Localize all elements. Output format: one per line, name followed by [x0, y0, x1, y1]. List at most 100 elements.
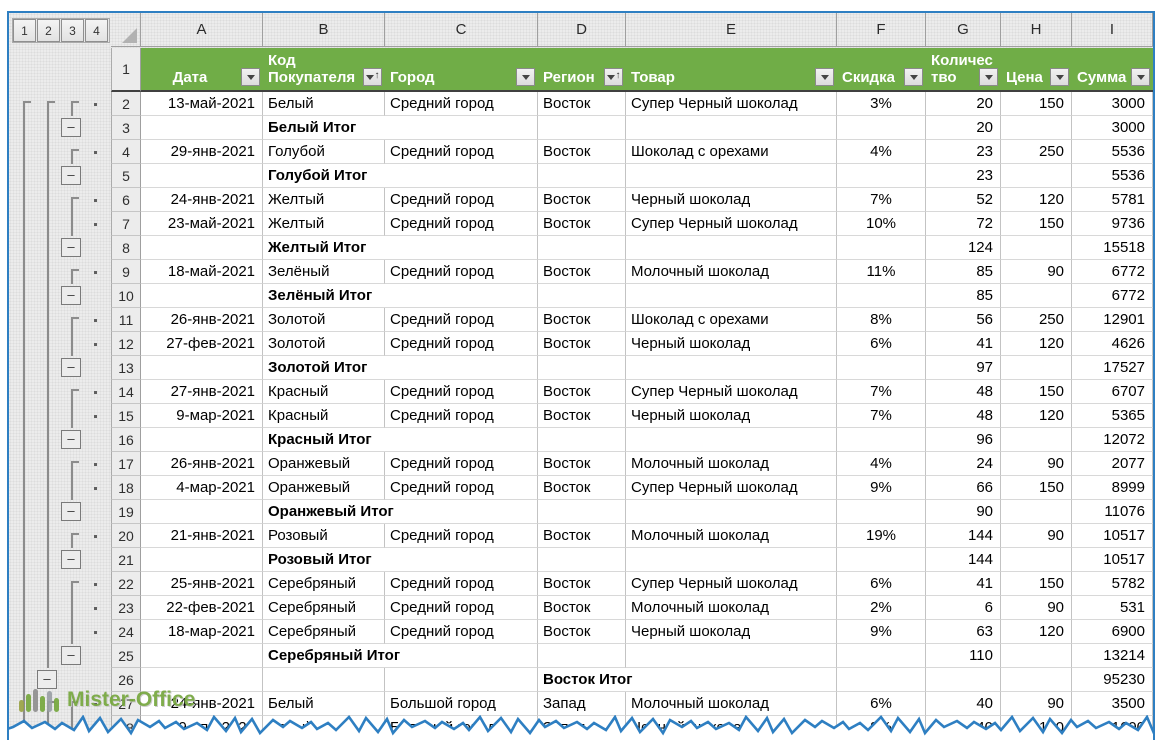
- cell-E3[interactable]: [626, 116, 837, 140]
- cell-I14[interactable]: 6707: [1072, 380, 1153, 404]
- cell-A19[interactable]: [141, 500, 263, 524]
- cell-A5[interactable]: [141, 164, 263, 188]
- cell-B8[interactable]: Желтый Итог: [263, 236, 538, 260]
- cell-G5[interactable]: 23: [926, 164, 1001, 188]
- cell-A25[interactable]: [141, 644, 263, 668]
- cell-H5[interactable]: [1001, 164, 1072, 188]
- cell-G24[interactable]: 63: [926, 620, 1001, 644]
- column-letter-E[interactable]: E: [626, 13, 837, 47]
- cell-B13[interactable]: Золотой Итог: [263, 356, 538, 380]
- cell-B2[interactable]: Белый: [263, 92, 385, 116]
- cell-E5[interactable]: [626, 164, 837, 188]
- outline-level-4-button[interactable]: 4: [85, 19, 108, 42]
- cell-H24[interactable]: 120: [1001, 620, 1072, 644]
- cell-F12[interactable]: 6%: [837, 332, 926, 356]
- cell-C27[interactable]: Большой город: [385, 692, 538, 716]
- cell-E27[interactable]: Молочный шоколад: [626, 692, 837, 716]
- column-letter-G[interactable]: G: [926, 13, 1001, 47]
- cell-B6[interactable]: Желтый: [263, 188, 385, 212]
- cell-D25[interactable]: [538, 644, 626, 668]
- filter-button-G[interactable]: [979, 68, 998, 86]
- cell-F26[interactable]: [837, 668, 926, 692]
- row-header-22[interactable]: 22: [111, 572, 141, 596]
- cell-F22[interactable]: 6%: [837, 572, 926, 596]
- cell-B11[interactable]: Золотой: [263, 308, 385, 332]
- cell-F23[interactable]: 2%: [837, 596, 926, 620]
- cell-A3[interactable]: [141, 116, 263, 140]
- cell-E9[interactable]: Молочный шоколад: [626, 260, 837, 284]
- cell-D11[interactable]: Восток: [538, 308, 626, 332]
- cell-H18[interactable]: 150: [1001, 476, 1072, 500]
- row-header-19[interactable]: 19: [111, 500, 141, 524]
- collapse-group-button-row-19[interactable]: –: [61, 502, 81, 521]
- cell-B18[interactable]: Оранжевый: [263, 476, 385, 500]
- filter-button-H[interactable]: [1050, 68, 1069, 86]
- cell-D16[interactable]: [538, 428, 626, 452]
- cell-D2[interactable]: Восток: [538, 92, 626, 116]
- row-header-13[interactable]: 13: [111, 356, 141, 380]
- cell-G13[interactable]: 97: [926, 356, 1001, 380]
- cell-C11[interactable]: Средний город: [385, 308, 538, 332]
- cell-I22[interactable]: 5782: [1072, 572, 1153, 596]
- filter-button-A[interactable]: [241, 68, 260, 86]
- cell-A16[interactable]: [141, 428, 263, 452]
- cell-G17[interactable]: 24: [926, 452, 1001, 476]
- column-letter-I[interactable]: I: [1072, 13, 1153, 47]
- cell-I25[interactable]: 13214: [1072, 644, 1153, 668]
- cell-E6[interactable]: Черный шоколад: [626, 188, 837, 212]
- cell-D13[interactable]: [538, 356, 626, 380]
- filter-button-E[interactable]: [815, 68, 834, 86]
- cell-A13[interactable]: [141, 356, 263, 380]
- cell-E22[interactable]: Супер Черный шоколад: [626, 572, 837, 596]
- cell-D21[interactable]: [538, 548, 626, 572]
- header-cell-C[interactable]: Город: [385, 48, 538, 92]
- cell-G22[interactable]: 41: [926, 572, 1001, 596]
- cell-A4[interactable]: 29-янв-2021: [141, 140, 263, 164]
- cell-D14[interactable]: Восток: [538, 380, 626, 404]
- column-letter-A[interactable]: A: [141, 13, 263, 47]
- cell-B25[interactable]: Серебряный Итог: [263, 644, 538, 668]
- cell-G2[interactable]: 20: [926, 92, 1001, 116]
- cell-D18[interactable]: Восток: [538, 476, 626, 500]
- cell-G25[interactable]: 110: [926, 644, 1001, 668]
- cell-E2[interactable]: Супер Черный шоколад: [626, 92, 837, 116]
- row-header-7[interactable]: 7: [111, 212, 141, 236]
- cell-C17[interactable]: Средний город: [385, 452, 538, 476]
- header-cell-A[interactable]: Дата: [141, 48, 263, 92]
- cell-H3[interactable]: [1001, 116, 1072, 140]
- cell-G8[interactable]: 124: [926, 236, 1001, 260]
- cell-D12[interactable]: Восток: [538, 332, 626, 356]
- cell-E19[interactable]: [626, 500, 837, 524]
- cell-H20[interactable]: 90: [1001, 524, 1072, 548]
- outline-level-1-button[interactable]: 1: [13, 19, 36, 42]
- cell-D3[interactable]: [538, 116, 626, 140]
- cell-B27[interactable]: Белый: [263, 692, 385, 716]
- cell-B20[interactable]: Розовый: [263, 524, 385, 548]
- cell-G6[interactable]: 52: [926, 188, 1001, 212]
- filter-button-I[interactable]: [1131, 68, 1150, 86]
- collapse-group-button-row-3[interactable]: –: [61, 118, 81, 137]
- sort-filter-button-D[interactable]: ↑: [604, 68, 623, 86]
- cell-I3[interactable]: 3000: [1072, 116, 1153, 140]
- cell-I24[interactable]: 6900: [1072, 620, 1153, 644]
- cell-I13[interactable]: 17527: [1072, 356, 1153, 380]
- row-header-21[interactable]: 21: [111, 548, 141, 572]
- cell-I18[interactable]: 8999: [1072, 476, 1153, 500]
- cell-D4[interactable]: Восток: [538, 140, 626, 164]
- cell-G19[interactable]: 90: [926, 500, 1001, 524]
- cell-F14[interactable]: 7%: [837, 380, 926, 404]
- cell-D26[interactable]: Восток Итог: [538, 668, 837, 692]
- cell-G21[interactable]: 144: [926, 548, 1001, 572]
- cell-E16[interactable]: [626, 428, 837, 452]
- collapse-group-button-row-21[interactable]: –: [61, 550, 81, 569]
- collapse-group-button-row-25[interactable]: –: [61, 646, 81, 665]
- cell-E8[interactable]: [626, 236, 837, 260]
- collapse-group-button-row-5[interactable]: –: [61, 166, 81, 185]
- cell-I2[interactable]: 3000: [1072, 92, 1153, 116]
- row-header-24[interactable]: 24: [111, 620, 141, 644]
- cell-A9[interactable]: 18-май-2021: [141, 260, 263, 284]
- cell-C14[interactable]: Средний город: [385, 380, 538, 404]
- header-cell-E[interactable]: Товар: [626, 48, 837, 92]
- cell-H25[interactable]: [1001, 644, 1072, 668]
- cell-C9[interactable]: Средний город: [385, 260, 538, 284]
